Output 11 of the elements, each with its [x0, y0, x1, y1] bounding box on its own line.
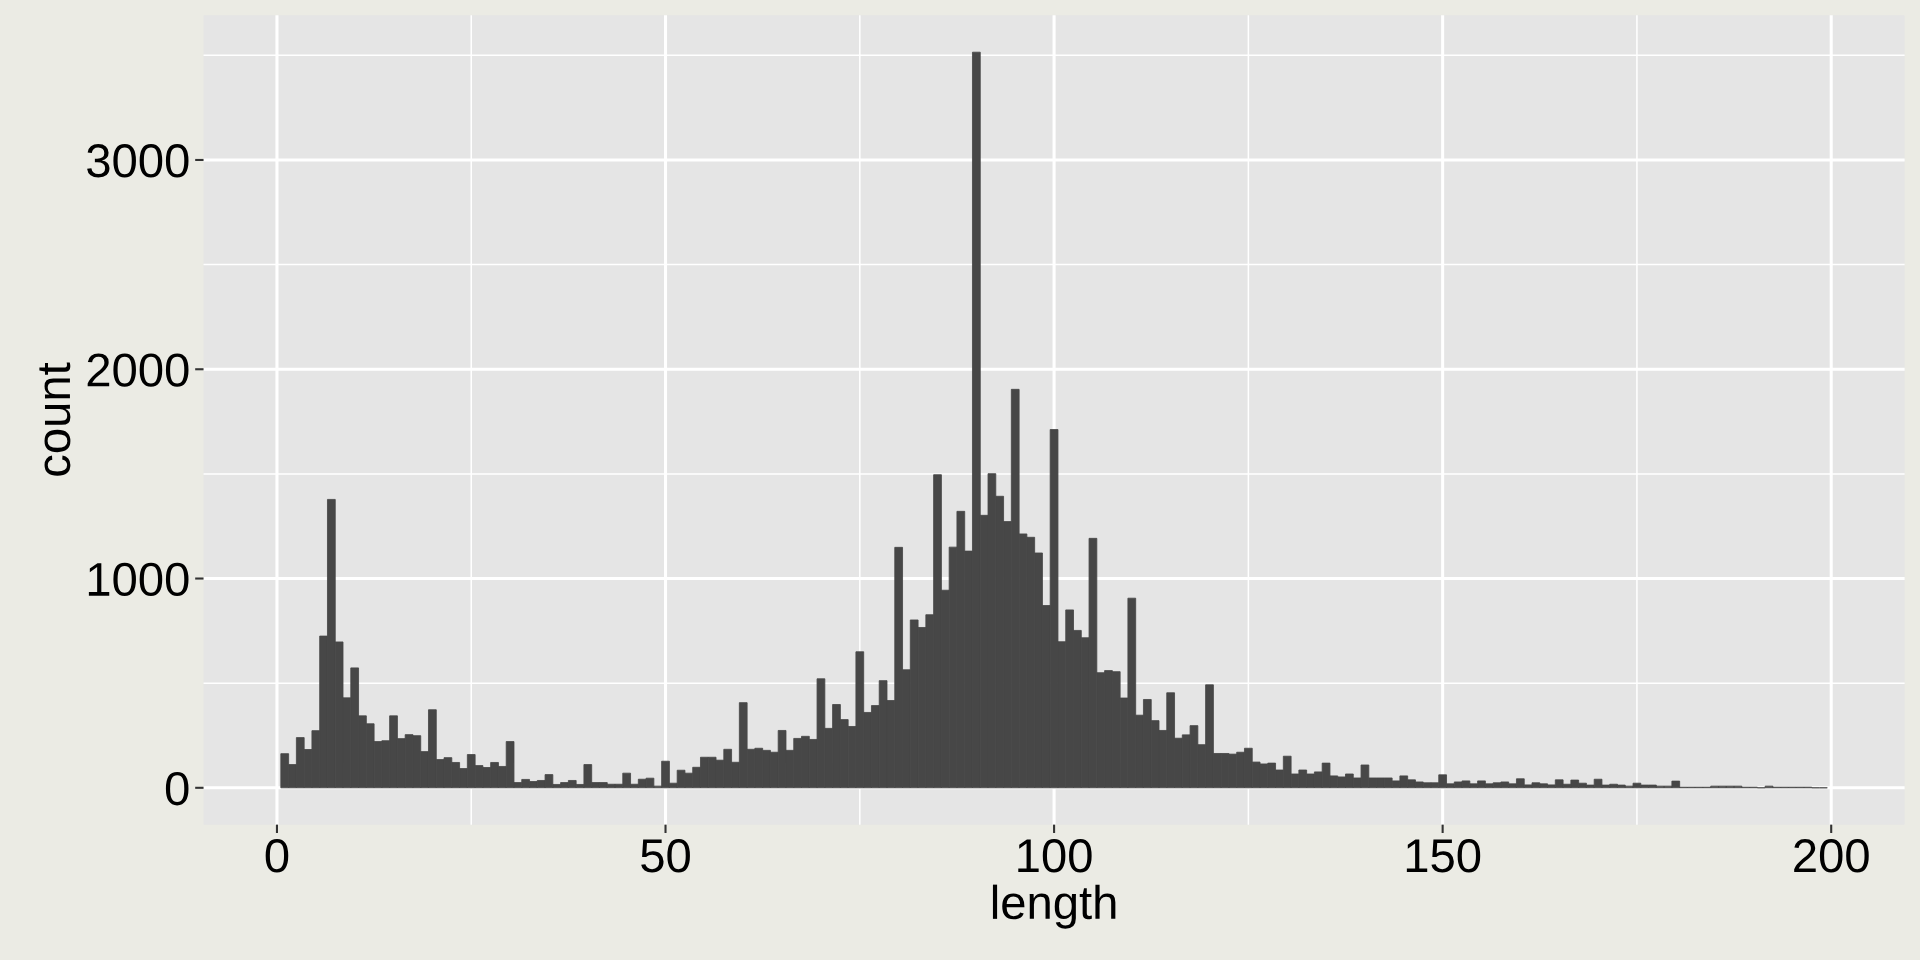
x-tick-label: 150	[1406, 839, 1481, 873]
x-tick-label: 200	[1794, 839, 1869, 873]
x-tick-label: 50	[641, 839, 690, 873]
y-tick-label: 2000	[87, 353, 189, 387]
y-tick-label: 0	[165, 771, 189, 806]
x-axis-title: length	[992, 884, 1116, 929]
x-tick-label: 100	[1018, 839, 1092, 873]
y-tick-label: 3000	[87, 144, 189, 178]
x-tick-label: 0	[265, 839, 289, 873]
y-axis-title: count	[39, 362, 71, 476]
y-tick-label: 1000	[88, 562, 189, 597]
